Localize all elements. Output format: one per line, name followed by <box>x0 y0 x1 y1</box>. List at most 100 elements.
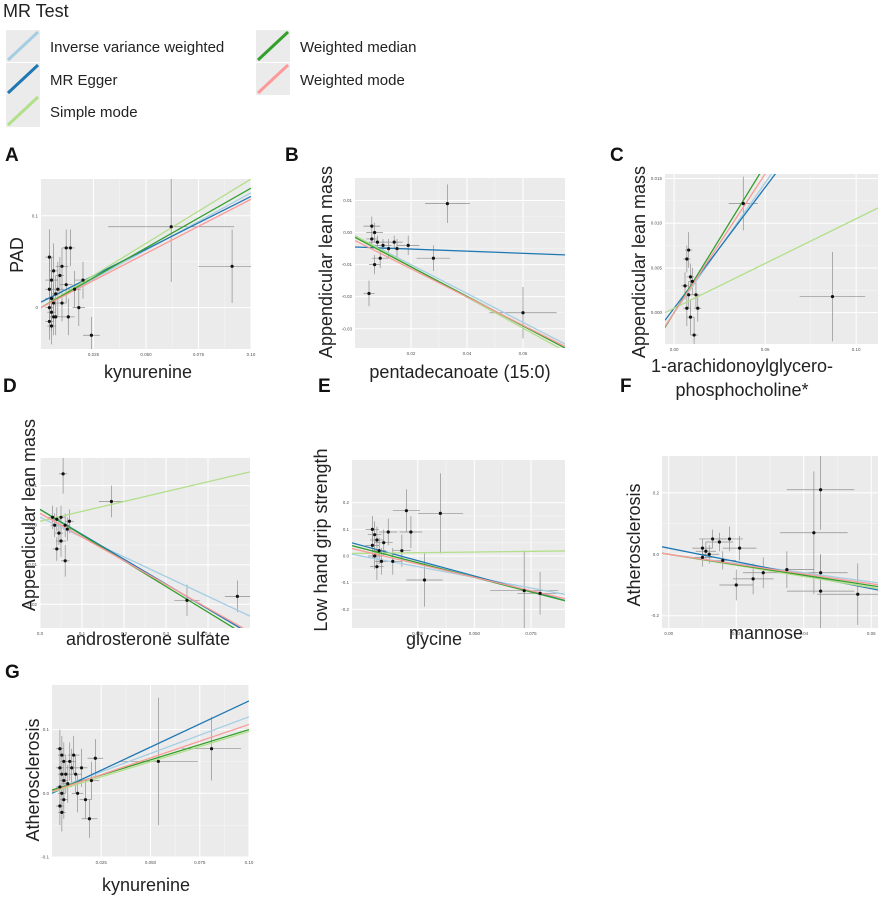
x-tick-label: 0.2 <box>121 631 128 636</box>
data-point <box>89 778 93 783</box>
data-point <box>74 772 78 776</box>
data-point <box>93 756 97 760</box>
gridlines <box>352 460 565 628</box>
y-tick-label: -0.1 <box>41 855 49 860</box>
x-tick-label: 0.025 <box>96 860 108 865</box>
data-point <box>696 306 700 310</box>
y-tick-label: 0.1 <box>32 213 39 218</box>
data-point <box>61 472 65 476</box>
x-tick-label: 0.050 <box>469 631 481 636</box>
data-point <box>49 278 54 282</box>
x-tick-label: 0.06 <box>867 631 876 636</box>
data-point <box>690 279 694 283</box>
data-point <box>395 246 399 251</box>
regression-line-weighted-mode <box>52 723 249 793</box>
x-tick-label: 0.3 <box>163 631 170 636</box>
data-point <box>89 333 93 337</box>
x-tick-label: 0.10 <box>852 347 861 352</box>
data-point <box>373 533 377 537</box>
data-point <box>387 246 391 251</box>
plot-background <box>355 178 565 348</box>
y-axis-label: PAD <box>7 237 27 273</box>
panel-letter: E <box>318 376 331 397</box>
y-tick-label: 0.1 <box>43 727 50 732</box>
x-tick-label: 0.025 <box>88 352 100 357</box>
x-axis-label: mannose <box>729 623 803 643</box>
data-point <box>785 568 789 572</box>
panel-letter: C <box>610 145 624 166</box>
data-point <box>688 275 693 279</box>
y-axis-label: Atherosclerosis <box>23 718 43 841</box>
data-point <box>700 555 705 559</box>
data-point <box>60 791 64 795</box>
data-point <box>58 766 62 770</box>
data-point <box>375 240 379 244</box>
panel-C: 0.00 0.05 0.10 0.000 0.005 0.010 0.015 C 1-arach… <box>610 145 878 400</box>
y-tick-label: 0 <box>35 305 38 310</box>
data-point <box>235 594 239 598</box>
regression-line-mr-egger <box>52 700 249 794</box>
regression-line-weighted-mode <box>665 174 766 327</box>
data-point <box>694 293 698 297</box>
data-point <box>49 296 54 301</box>
plot-body <box>355 184 565 348</box>
legend-item: Weighted mode <box>256 63 405 95</box>
y-tick-label: 0.010 <box>651 221 663 226</box>
panel-B: 0.02 0.04 0.06 -0.03 -0.02 -0.01 0.00 0.01 Bpent… <box>285 145 565 382</box>
data-point <box>700 546 705 550</box>
data-point <box>382 541 386 545</box>
data-point <box>727 537 732 541</box>
data-point <box>683 284 687 288</box>
legend-item: Weighted median <box>256 30 416 62</box>
plot-body <box>665 174 878 344</box>
regression-line-weighted-mode <box>355 239 565 347</box>
data-point <box>156 759 160 764</box>
data-point <box>47 306 52 310</box>
y-tick-label: 0.000 <box>651 310 663 315</box>
regression-line-simple-mode <box>352 550 565 555</box>
data-point <box>73 287 77 291</box>
data-point <box>185 598 189 602</box>
data-point <box>67 519 71 523</box>
y-tick-label: 0.1 <box>343 527 350 532</box>
panel-letter: F <box>620 376 632 397</box>
data-point <box>76 791 80 795</box>
data-point <box>404 509 408 513</box>
data-point <box>707 552 711 556</box>
data-point <box>62 798 66 802</box>
x-axis-label: kynurenine <box>104 362 192 382</box>
data-point <box>711 537 715 541</box>
data-point <box>58 804 62 808</box>
data-point <box>812 531 816 535</box>
data-point <box>379 559 384 563</box>
x-tick-label: 0.075 <box>193 352 205 357</box>
data-point <box>717 540 721 544</box>
plot-body <box>40 458 250 628</box>
data-point <box>378 256 382 260</box>
x-tick-label: 0.4 <box>205 631 212 636</box>
x-axis-label: 1-arachidonoylglycero-phosphocholine* <box>651 356 833 400</box>
data-point <box>431 256 435 260</box>
data-point <box>66 782 70 786</box>
data-point <box>79 766 84 770</box>
y-tick-label: -0.01 <box>342 262 353 267</box>
data-point <box>64 246 68 250</box>
legend-title: MR Test <box>3 1 69 21</box>
x-tick-label: 0.050 <box>140 352 152 357</box>
data-point <box>55 547 59 551</box>
y-tick-label: 0.0 <box>653 552 660 557</box>
data-point <box>370 237 374 241</box>
regression-line-simple-mode <box>40 471 250 522</box>
data-point <box>62 759 66 764</box>
data-point <box>819 589 823 593</box>
y-axis-label: Atherosclerosis <box>624 483 644 606</box>
panel-letter: G <box>5 662 20 683</box>
data-point <box>64 772 68 776</box>
data-point <box>373 230 377 235</box>
x-tick-label: 0.10 <box>245 860 254 865</box>
data-point <box>522 589 526 593</box>
